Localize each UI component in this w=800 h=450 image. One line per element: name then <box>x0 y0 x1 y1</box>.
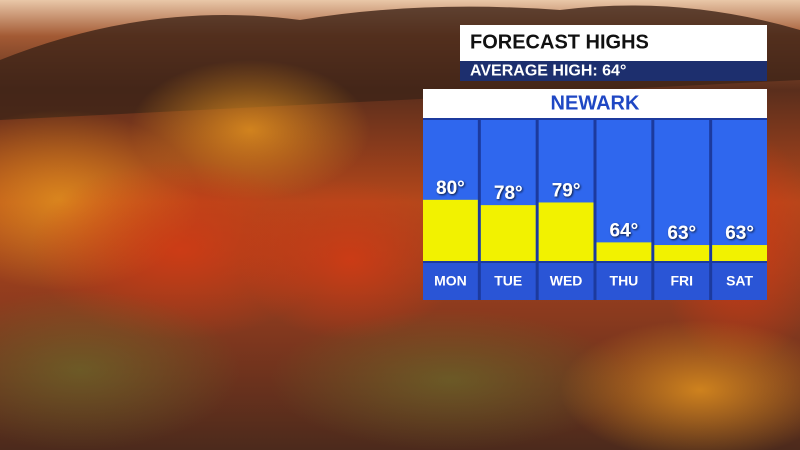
panel <box>423 118 767 300</box>
chart-subtitle: AVERAGE HIGH: 64° <box>470 63 626 80</box>
subtitle-box <box>460 61 767 81</box>
column <box>596 120 652 261</box>
column <box>654 120 710 261</box>
day-cell <box>654 263 710 300</box>
column <box>712 120 767 261</box>
location: NEWARK <box>551 92 640 114</box>
chart-title: FORECAST HIGHS <box>470 31 649 53</box>
bar <box>654 245 710 261</box>
value-label: 78° <box>494 183 523 204</box>
day-cell <box>538 263 594 300</box>
day-cell <box>596 263 652 300</box>
x-tick-label: THU <box>610 273 639 289</box>
value-label: 63° <box>667 223 696 244</box>
x-tick-label: MON <box>434 273 467 289</box>
bar <box>596 242 652 261</box>
day-cell <box>480 263 536 300</box>
day-cell <box>712 263 767 300</box>
bar <box>480 205 536 261</box>
value-label: 64° <box>610 220 639 241</box>
x-tick-label: SAT <box>726 273 753 289</box>
value-label: 63° <box>725 223 754 244</box>
x-tick-label: TUE <box>494 273 522 289</box>
value-label: 80° <box>436 178 465 199</box>
value-label: 79° <box>552 180 581 201</box>
x-tick-label: WED <box>550 273 583 289</box>
title-box <box>460 25 767 61</box>
day-cell <box>423 263 478 300</box>
bar <box>423 199 478 261</box>
bar <box>712 245 767 261</box>
location-box <box>423 89 767 118</box>
x-tick-label: FRI <box>670 273 693 289</box>
bar <box>538 202 594 261</box>
